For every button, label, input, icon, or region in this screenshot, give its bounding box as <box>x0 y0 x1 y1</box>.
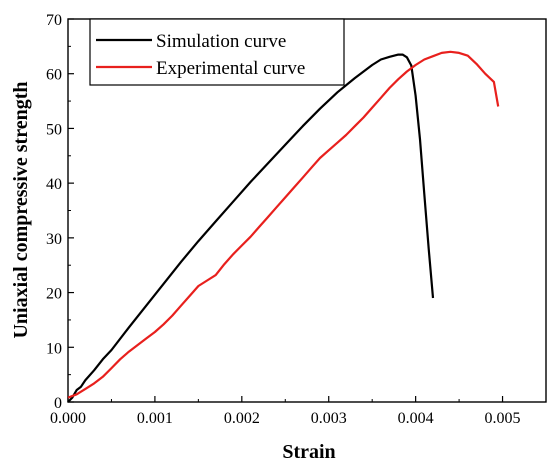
y-tick-label: 0 <box>54 395 62 412</box>
x-tick-label: 0.002 <box>224 410 260 427</box>
x-tick-label: 0.005 <box>485 410 521 427</box>
x-axis-title: Strain <box>282 441 335 463</box>
legend-box <box>89 18 345 86</box>
y-axis-title: Uniaxial compressive strength <box>10 81 32 338</box>
x-tick-label: 0.003 <box>311 410 347 427</box>
y-tick-label: 20 <box>46 286 62 303</box>
x-tick-label: 0.001 <box>137 410 173 427</box>
y-tick-label: 40 <box>46 176 62 193</box>
legend-label-simulation: Simulation curve <box>156 31 286 52</box>
y-tick-label: 60 <box>46 67 62 84</box>
y-axis: 0 10 20 30 40 50 60 70 <box>46 12 74 412</box>
x-tick-label: 0.004 <box>398 410 434 427</box>
legend: Simulation curve Experimental curve <box>89 18 345 86</box>
legend-label-experimental: Experimental curve <box>156 58 305 79</box>
y-tick-label: 70 <box>46 12 62 29</box>
y-tick-label: 50 <box>46 121 62 138</box>
series-layer <box>67 50 500 403</box>
x-axis: 0.000 0.001 0.002 0.003 0.004 0.005 <box>50 396 521 427</box>
y-tick-label: 10 <box>46 340 62 357</box>
x-tick-label: 0.000 <box>50 410 86 427</box>
series-line-simulation <box>67 53 435 403</box>
series-line-experimental <box>67 50 500 399</box>
y-tick-label: 30 <box>46 231 62 248</box>
